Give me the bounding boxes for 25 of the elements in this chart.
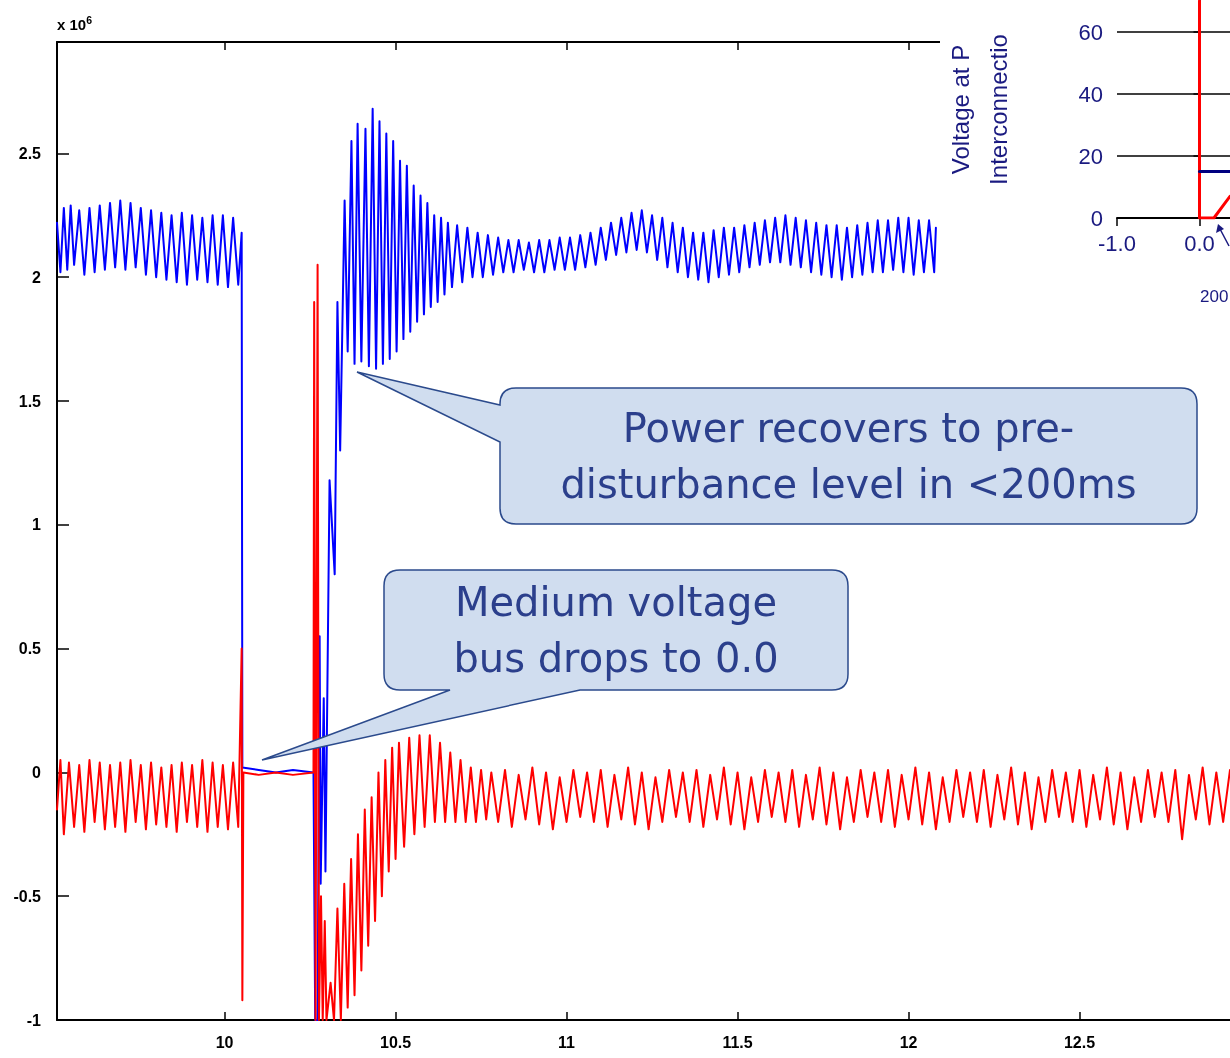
- y-tick-label: 2: [32, 268, 42, 286]
- x-tick-label: -1.0: [1098, 230, 1136, 256]
- x-tick-label: 10: [215, 1033, 234, 1051]
- y-axis-title: Voltage at P Interconnectio: [946, 34, 1012, 185]
- x-tick-label: 12.5: [1063, 1033, 1096, 1051]
- y-tick-label: 0: [1090, 205, 1103, 231]
- y-tick-label: -1: [26, 1011, 42, 1029]
- x-tick-label: 11: [558, 1033, 576, 1051]
- annotation: Medium voltage bus drops to 0.0: [453, 579, 779, 682]
- x-tick-label: 0.0: [1184, 230, 1215, 256]
- x-tick-label: 12: [899, 1033, 918, 1051]
- y-tick-label: 0.5: [18, 640, 42, 658]
- y-tick-label: 40: [1078, 81, 1103, 107]
- y-tick-label: 60: [1078, 19, 1103, 45]
- annotation: Power recovers to pre-disturbance level in <200ms: [560, 405, 1137, 508]
- text: x 10$^{6}$: [57, 14, 93, 33]
- x-tick-label: 11.5: [722, 1033, 753, 1051]
- y-tick-label: 2.5: [18, 144, 42, 162]
- y-tick-label: 0: [32, 763, 42, 781]
- annotation: 200: [1200, 287, 1229, 306]
- x-tick-label: 10.5: [379, 1033, 412, 1051]
- y-tick-label: 1: [32, 516, 42, 534]
- y-tick-label: -0.5: [13, 887, 42, 905]
- y-tick-label: 1.5: [18, 392, 42, 410]
- y-tick-label: 20: [1078, 143, 1103, 169]
